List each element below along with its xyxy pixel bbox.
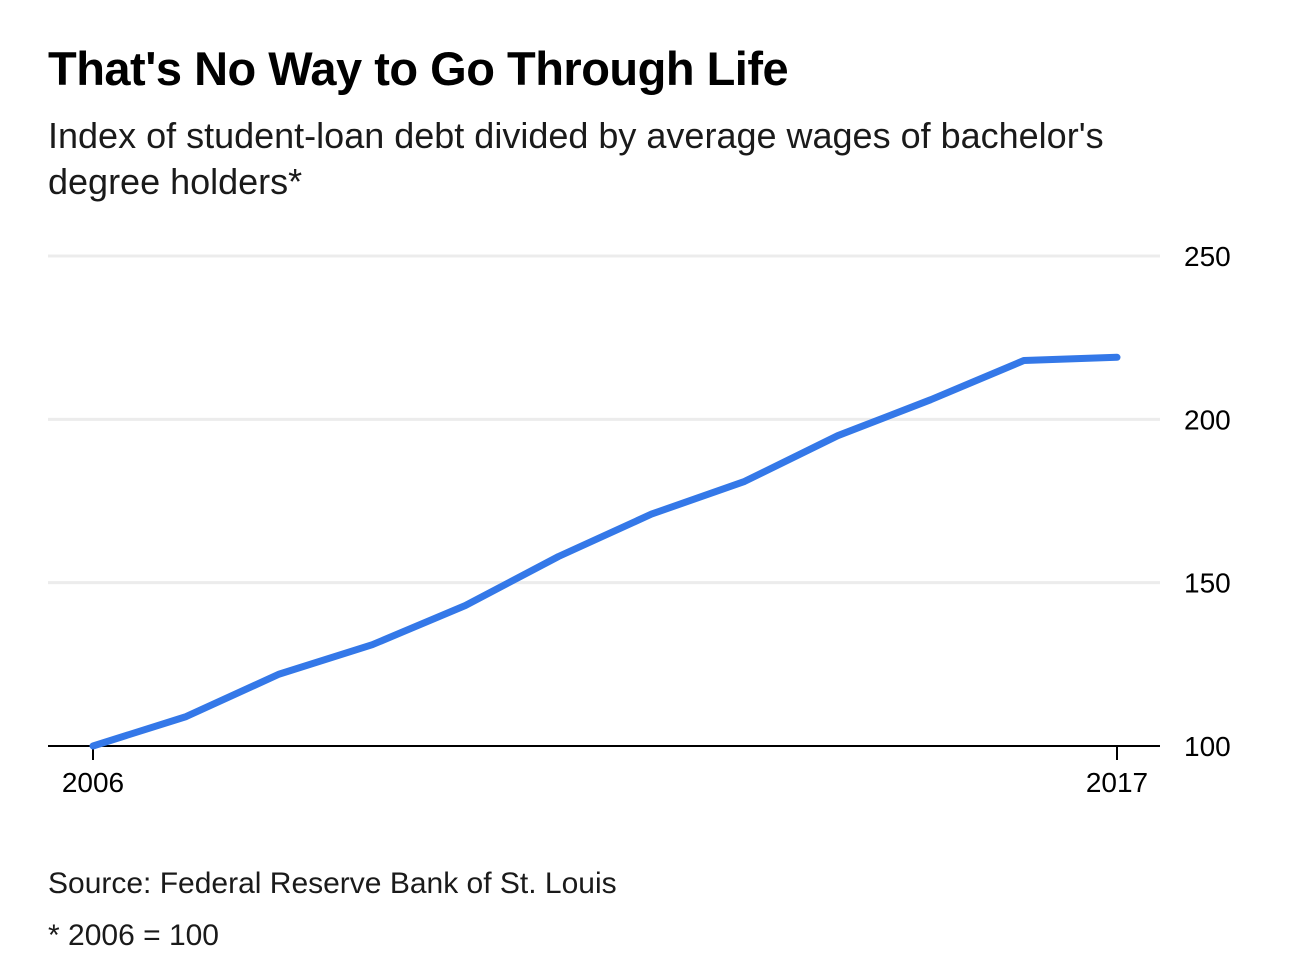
y-tick-label: 200 xyxy=(1184,404,1231,435)
x-axis xyxy=(48,745,1160,760)
footnote: * 2006 = 100 xyxy=(48,919,219,952)
y-tick-label: 250 xyxy=(1184,241,1231,272)
series-layer xyxy=(89,353,1121,750)
series-line-0 xyxy=(89,353,1121,750)
gridlines xyxy=(48,254,1160,585)
y-tick-label: 100 xyxy=(1184,731,1231,762)
x-axis-labels: 2006 2017 xyxy=(62,767,1148,798)
line-chart: 100 150 200 250 2006 2017 xyxy=(48,241,1231,798)
source-note: Source: Federal Reserve Bank of St. Loui… xyxy=(48,867,617,900)
y-tick-label: 150 xyxy=(1184,568,1231,599)
chart-title: That's No Way to Go Through Life xyxy=(48,42,789,95)
y-axis-labels: 100 150 200 250 xyxy=(1184,241,1231,762)
x-tick-label: 2006 xyxy=(62,767,124,798)
chart-subtitle: Index of student-loan debt divided by av… xyxy=(48,115,1104,202)
x-tick-label: 2017 xyxy=(1086,767,1148,798)
